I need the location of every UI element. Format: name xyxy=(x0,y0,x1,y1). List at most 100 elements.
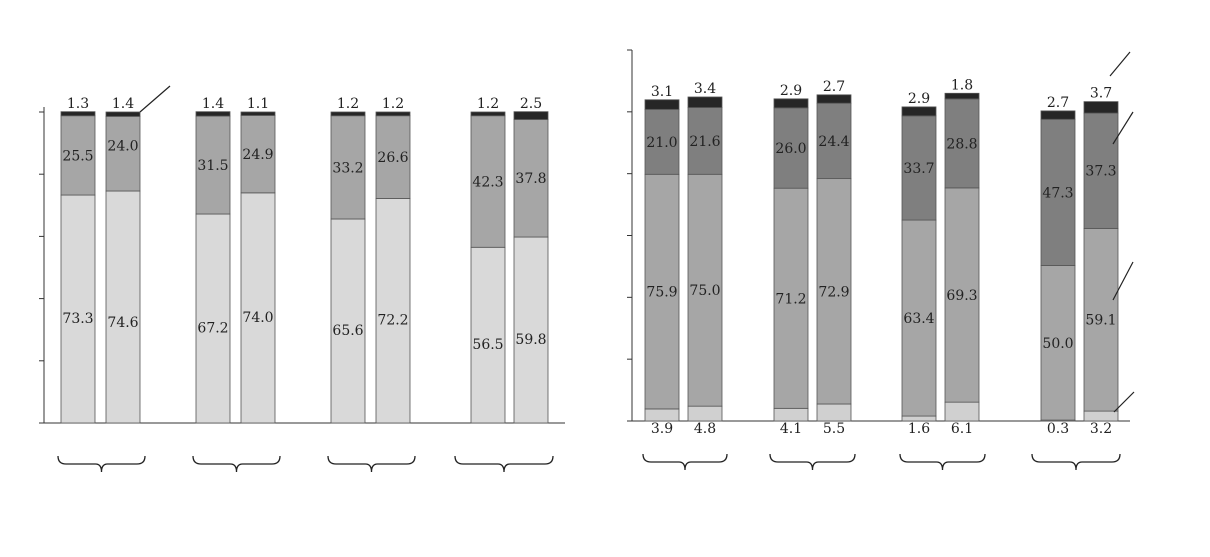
chart-a-bar-segment xyxy=(105,115,141,192)
chart-b-data-label: 69.3 xyxy=(946,288,977,304)
chart-b-annotation-leader xyxy=(1113,391,1135,413)
chart-a-group-brace xyxy=(57,455,146,473)
chart-b-data-label: 3.9 xyxy=(651,421,673,437)
chart-b-bar-segment xyxy=(944,92,980,100)
chart-b-data-label: 2.7 xyxy=(823,79,845,95)
chart-b-bar-segment xyxy=(901,115,937,221)
chart-b-bar-segment xyxy=(773,187,809,409)
chart-a-data-label: 42.3 xyxy=(472,175,503,191)
chart-b-bar-segment xyxy=(1083,112,1119,229)
chart-a-bar-segment xyxy=(240,192,276,424)
chart-a-bar-segment xyxy=(375,198,411,424)
chart-b-data-label: 47.3 xyxy=(1042,185,1073,201)
chart-b-data-label: 2.9 xyxy=(908,91,930,107)
chart-b-bar-segment xyxy=(816,102,852,180)
chart-b-data-label: 21.6 xyxy=(689,134,720,150)
chart-b-bar-segment xyxy=(644,99,680,110)
chart-b-data-label: 63.4 xyxy=(903,311,934,327)
chart-a-data-label: 65.6 xyxy=(332,323,363,339)
chart-b-data-label: 59.1 xyxy=(1085,313,1116,329)
chart-b-bar-segment xyxy=(773,107,809,189)
chart-a-bar-segment xyxy=(105,190,141,424)
chart-a-group-brace xyxy=(192,455,281,473)
chart-a-bar-segment xyxy=(195,213,231,424)
chart-a-group-brace xyxy=(327,455,416,473)
chart-b-data-label: 37.3 xyxy=(1085,164,1116,180)
chart-a-bar-segment xyxy=(513,236,549,424)
chart-a-data-label: 73.3 xyxy=(62,311,93,327)
chart-a-bar-segment xyxy=(240,115,276,194)
chart-b-bar-segment xyxy=(816,403,852,422)
chart-b-data-label: 71.2 xyxy=(775,291,806,307)
chart-b-bar-segment xyxy=(644,173,680,410)
chart-b-data-label: 1.8 xyxy=(951,77,973,93)
chart-b-group-brace xyxy=(1031,453,1121,471)
chart-b-bar-segment xyxy=(901,106,937,117)
chart-a-group-brace xyxy=(454,455,554,473)
chart-b-data-label: 75.0 xyxy=(689,283,720,299)
chart-b-annotation-leader xyxy=(1112,261,1134,301)
chart-b-bar-segment xyxy=(816,178,852,405)
chart-b-bar-segment xyxy=(773,407,809,422)
chart-a-bar-segment xyxy=(330,111,366,117)
chart-b-bar-segment xyxy=(687,405,723,422)
chart-b-bar-segment xyxy=(1040,118,1076,266)
chart-a-bar-segment xyxy=(330,218,366,424)
chart-a-data-label: 1.4 xyxy=(202,96,224,112)
chart-a-data-label: 56.5 xyxy=(472,337,503,353)
chart-a: 73.3 25.5 1.3 74.6 24.0 1.4 67.2 31.5 1.4 74.0 24.… xyxy=(39,85,565,473)
chart-b-bar-segment xyxy=(687,96,723,108)
chart-a-data-label: 72.2 xyxy=(377,313,408,329)
chart-a-data-label: 1.2 xyxy=(382,96,404,112)
chart-b-bar-segment xyxy=(1083,410,1119,422)
chart-b: 3.9 75.9 21.0 3.1 4.8 75.0 21.6 3.4 4.1 71.2 26.0 2… xyxy=(627,49,1135,471)
chart-b-bar-segment xyxy=(644,408,680,422)
chart-b-group-brace xyxy=(642,453,728,471)
chart-a-data-label: 1.2 xyxy=(337,96,359,112)
chart-b-data-label: 3.4 xyxy=(694,81,716,97)
chart-b-bar-segment xyxy=(773,98,809,109)
chart-b-bar-segment xyxy=(944,401,980,422)
chart-a-data-label: 1.3 xyxy=(67,96,89,112)
chart-b-data-label: 2.7 xyxy=(1047,95,1069,111)
chart-a-data-label: 59.8 xyxy=(515,332,546,348)
chart-b-group-brace xyxy=(899,453,986,471)
chart-b-data-label: 6.1 xyxy=(951,421,973,437)
chart-b-bar-segment xyxy=(1040,110,1076,120)
chart-a-bar-segment xyxy=(330,115,366,220)
chart-b-bar-segment xyxy=(816,94,852,104)
chart-b-data-label: 0.3 xyxy=(1047,421,1069,437)
chart-a-bar-segment xyxy=(470,246,506,424)
chart-b-annotation-leader xyxy=(1112,111,1134,145)
chart-a-bar-segment xyxy=(470,111,506,117)
chart-b-data-label: 3.2 xyxy=(1090,421,1112,437)
chart-a-bar-segment xyxy=(513,119,549,238)
chart-b-data-label: 3.7 xyxy=(1090,86,1112,102)
chart-b-data-label: 24.4 xyxy=(818,134,849,150)
chart-a-data-label: 74.0 xyxy=(242,310,273,326)
chart-a-bar-segment xyxy=(195,115,231,215)
chart-b-bar-segment xyxy=(944,187,980,403)
chart-b-data-label: 4.1 xyxy=(780,421,802,437)
chart-a-data-label: 24.0 xyxy=(107,139,138,155)
chart-b-data-label: 21.0 xyxy=(646,135,677,151)
chart-a-bar-segment xyxy=(105,111,141,117)
chart-a-bar-segment xyxy=(513,111,549,120)
chart-b-data-label: 3.1 xyxy=(651,84,673,100)
chart-a-data-label: 33.2 xyxy=(332,160,363,176)
chart-a-data-label: 31.5 xyxy=(197,158,228,174)
chart-a-bar-segment xyxy=(195,111,231,117)
chart-a-bar-segment xyxy=(240,111,276,116)
chart-b-annotation-leader xyxy=(1109,51,1131,77)
chart-b-data-label: 28.8 xyxy=(946,136,977,152)
chart-b-bar-segment xyxy=(644,108,680,175)
chart-a-bar-segment xyxy=(60,115,96,196)
chart-a-data-label: 26.6 xyxy=(377,150,408,166)
chart-a-data-label: 25.5 xyxy=(62,148,93,164)
chart-a-data-label: 74.6 xyxy=(107,315,138,331)
chart-b-data-label: 50.0 xyxy=(1042,336,1073,352)
chart-b-bar-segment xyxy=(687,107,723,175)
chart-b-data-label: 1.6 xyxy=(908,421,930,437)
chart-b-data-label: 26.0 xyxy=(775,141,806,157)
